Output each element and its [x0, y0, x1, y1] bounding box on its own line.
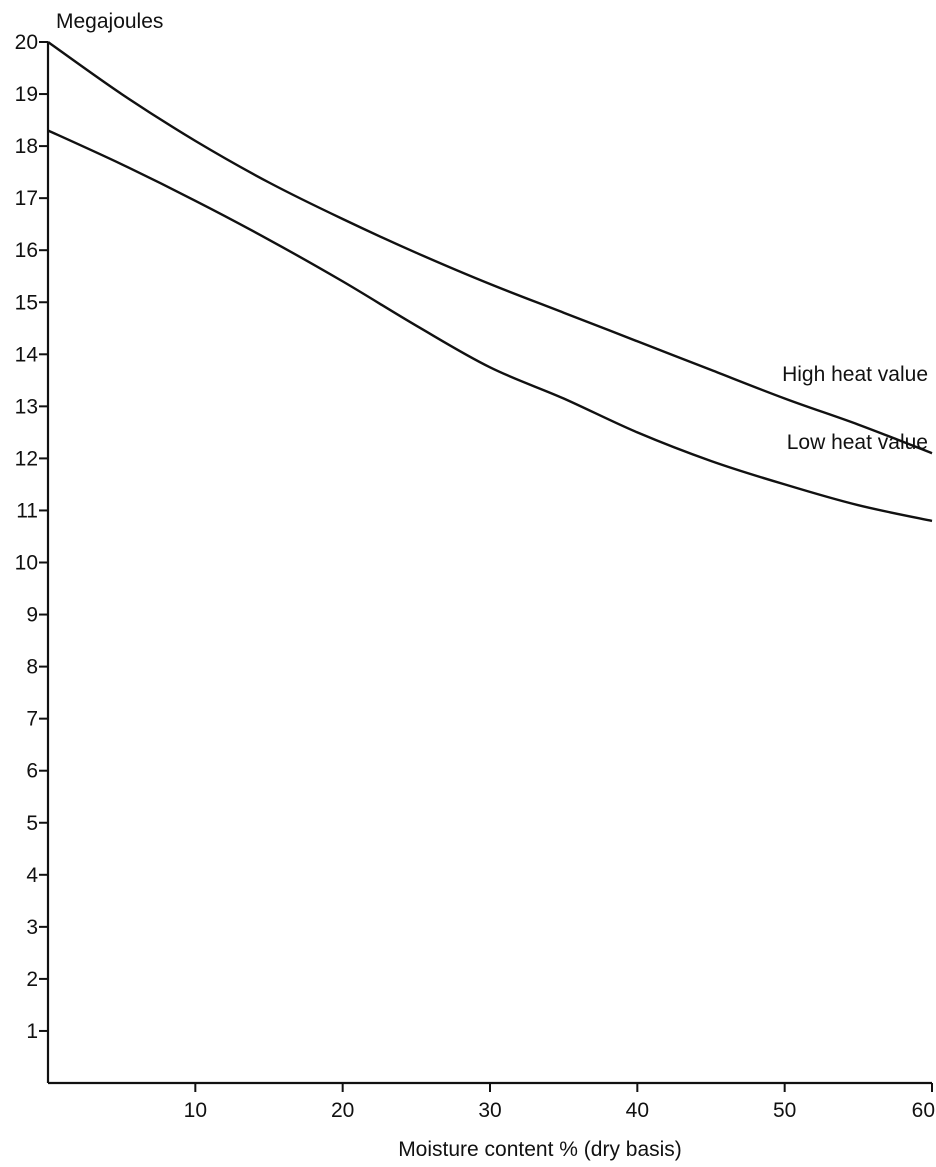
low-heat-value-line	[47, 129, 933, 523]
high-heat-value-line	[47, 41, 933, 455]
y-tick-label: 5	[26, 812, 38, 835]
y-tick-label: 2	[26, 968, 38, 991]
y-tick-label: 4	[26, 864, 38, 887]
y-tick-label: 17	[15, 187, 38, 210]
x-tick-label: 40	[626, 1099, 649, 1122]
y-tick-label: 15	[15, 291, 38, 314]
y-tick-label: 13	[15, 395, 38, 418]
x-tick-label: 60	[912, 1099, 935, 1122]
y-tick-label: 9	[26, 604, 38, 627]
x-tick-label: 50	[773, 1099, 796, 1122]
y-tick-label: 8	[26, 656, 38, 679]
high-heat-value-label: High heat value	[782, 363, 928, 386]
y-tick-label: 10	[15, 552, 38, 575]
x-axis-title: Moisture content % (dry basis)	[398, 1138, 682, 1161]
y-tick-label: 20	[15, 31, 38, 54]
y-tick-label: 11	[16, 499, 38, 522]
y-tick-label: 7	[26, 708, 38, 731]
low-heat-value-label: Low heat value	[787, 431, 928, 454]
x-tick-label: 30	[478, 1099, 501, 1122]
y-tick-label: 3	[26, 916, 38, 939]
y-tick-label: 6	[26, 760, 38, 783]
x-ticks: 10 20 30 40 50 60	[184, 1083, 935, 1122]
series-labels: High heat value Low heat value	[782, 363, 928, 454]
y-tick-label: 18	[15, 135, 38, 158]
x-tick-label: 10	[184, 1099, 207, 1122]
y-tick-label: 16	[15, 239, 38, 262]
y-tick-label: 14	[15, 343, 39, 366]
series-lines	[47, 41, 933, 523]
y-tick-label: 1	[26, 1020, 38, 1043]
x-tick-label: 20	[331, 1099, 354, 1122]
y-axis-title: Megajoules	[56, 10, 163, 33]
y-tick-label: 19	[15, 83, 38, 106]
y-tick-label: 12	[15, 447, 38, 470]
